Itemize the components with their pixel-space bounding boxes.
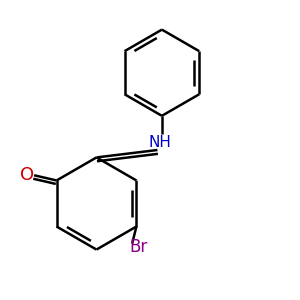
- Text: Br: Br: [129, 238, 147, 256]
- Text: NH: NH: [149, 135, 172, 150]
- Text: O: O: [20, 166, 34, 184]
